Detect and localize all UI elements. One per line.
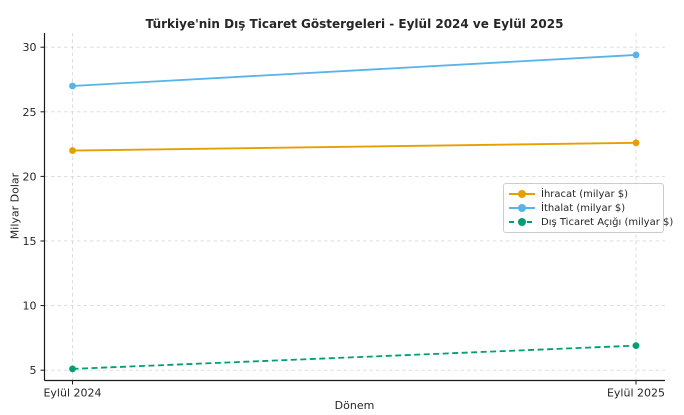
x-axis-label: Dönem bbox=[334, 399, 375, 412]
data-point-marker bbox=[632, 139, 640, 147]
y-tick-label: 15 bbox=[23, 235, 37, 248]
series-line-2 bbox=[72, 344, 637, 370]
data-point-marker bbox=[632, 51, 640, 59]
legend-entry: Dış Ticaret Açığı (milyar $) bbox=[509, 215, 673, 229]
y-tick-label: 25 bbox=[23, 106, 37, 119]
x-tick-label: Eylül 2024 bbox=[43, 387, 101, 400]
legend-entry: İthalat (milyar $) bbox=[509, 201, 658, 215]
y-tick-label: 20 bbox=[23, 170, 37, 183]
chart-title: Türkiye'nin Dış Ticaret Göstergeleri - E… bbox=[145, 17, 564, 31]
data-point-marker bbox=[632, 342, 640, 350]
legend-label: İhracat (milyar $) bbox=[541, 188, 629, 200]
y-tick-label: 5 bbox=[30, 364, 37, 377]
legend-label: Dış Ticaret Açığı (milyar $) bbox=[541, 216, 674, 228]
series-line-1 bbox=[72, 54, 637, 87]
legend-marker-dis-ticaret-acigi bbox=[509, 217, 535, 227]
y-axis-label: Milyar Dolar bbox=[8, 172, 22, 240]
data-point-marker bbox=[69, 365, 76, 373]
legend-marker-ihracat bbox=[509, 189, 535, 199]
y-tick-label: 30 bbox=[23, 41, 37, 54]
legend-label: İthalat (milyar $) bbox=[541, 202, 626, 214]
x-tick-label: Eylül 2025 bbox=[607, 387, 665, 400]
legend-marker-ithalat bbox=[509, 203, 535, 213]
data-point-marker bbox=[69, 82, 76, 90]
data-point-marker bbox=[69, 147, 76, 154]
legend-entry: İhracat (milyar $) bbox=[509, 187, 658, 201]
series-line-0 bbox=[72, 141, 637, 152]
y-tick-label: 10 bbox=[23, 300, 37, 313]
legend: İhracat (milyar $) İthalat (milyar $) Dı… bbox=[503, 183, 673, 233]
